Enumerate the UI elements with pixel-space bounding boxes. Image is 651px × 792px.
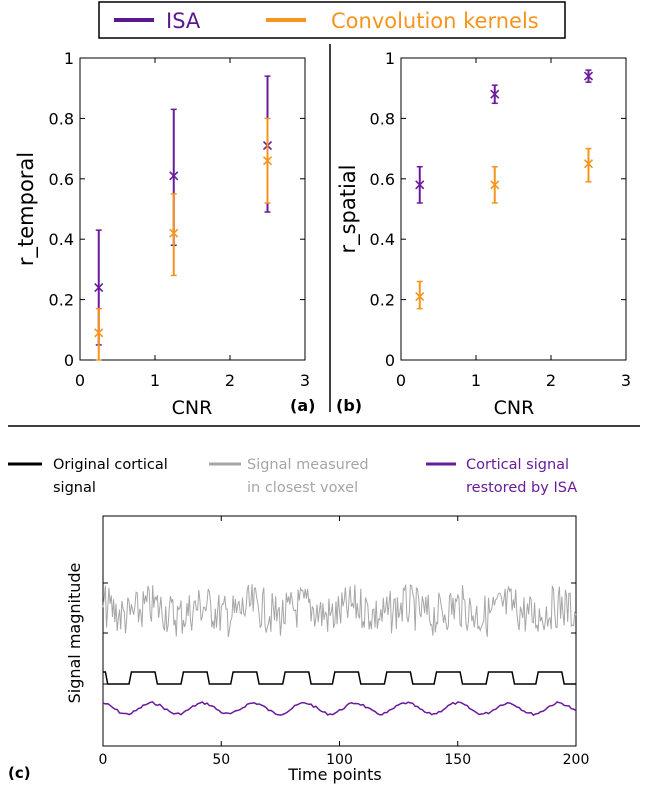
data-point-isa — [415, 180, 425, 190]
panel-b-x-tick-label: 0 — [396, 371, 406, 390]
data-point-mark — [415, 180, 425, 190]
panel-a-y-tick-label: 0.8 — [49, 109, 74, 128]
panel-b-marks — [415, 69, 594, 310]
legend-measured-label-2: in closest voxel — [247, 480, 358, 496]
panel-a-y-tick-label: 0 — [64, 351, 74, 370]
legend-bottom: Original cortical signal Signal measured… — [8, 457, 577, 496]
panel-c-x-tick-label: 100 — [326, 752, 353, 768]
panel-b-y-tick-label: 0 — [385, 351, 395, 370]
panel-a-y-tick-label: 1 — [64, 49, 74, 68]
panel-c-x-tick-label: 50 — [212, 752, 230, 768]
panel-c-x-label: Time points — [287, 765, 381, 784]
data-point-conv — [262, 156, 273, 166]
panel-b-y-axis: 0 0.2 0.4 0.6 0.8 1 — [370, 49, 626, 370]
data-point-mark — [262, 156, 273, 166]
data-point-conv — [94, 328, 104, 338]
panel-b-y-tick-label: 0.8 — [370, 109, 395, 128]
legend-original-label-2: signal — [53, 480, 96, 496]
panel-a-y-label: r_temporal — [14, 152, 39, 266]
panel-c-y-label: Signal magnitude — [65, 563, 84, 704]
data-point-mark — [583, 71, 594, 81]
series-original-line — [103, 671, 576, 685]
panel-b-x-tick-label: 2 — [546, 371, 556, 390]
panel-b-y-tick-label: 0.4 — [370, 230, 395, 249]
panel-b-y-label: r_spatial — [336, 164, 361, 253]
panel-c-frame — [102, 515, 577, 747]
data-point-mark — [169, 171, 179, 181]
panel-a-x-axis: 0 1 2 3 — [75, 58, 310, 390]
data-point-conv — [490, 180, 500, 190]
panel-b-x-tick-label: 1 — [471, 371, 481, 390]
panel-b-tag: (b) — [336, 396, 362, 415]
panel-c-tag: (c) — [8, 764, 31, 782]
panel-a-x-tick-label: 2 — [225, 371, 235, 390]
chart-panel-b: 0 0.2 0.4 0.6 0.8 1 0 1 2 3 r_spatial CNR (b) — [336, 49, 631, 419]
chart-panel-c: 0 50 100 150 200 Signal magnitude Time point… — [8, 515, 590, 784]
data-point-conv — [169, 228, 179, 238]
panel-a-y-tick-label: 0.6 — [49, 170, 74, 189]
data-point-conv — [415, 292, 425, 302]
legend-isa-label: ISA — [166, 9, 201, 33]
legend-conv-label: Convolution kernels — [331, 9, 539, 33]
panel-c-x-tick-label: 200 — [563, 752, 590, 768]
data-point-isa — [94, 282, 104, 293]
panel-a-marks — [94, 75, 273, 361]
panel-b-x-tick-label: 3 — [621, 371, 631, 390]
panel-a-tag: (a) — [290, 396, 315, 415]
legend-restored-label-2: restored by ISA — [466, 480, 577, 496]
data-point-isa — [169, 171, 179, 181]
panel-c-x-tick-label: 0 — [99, 752, 108, 768]
data-point-isa — [583, 71, 594, 81]
panel-c-x-tick-label: 150 — [444, 752, 471, 768]
legend-top-frame — [98, 1, 566, 39]
data-point-mark — [415, 292, 425, 302]
data-point-mark — [583, 159, 594, 169]
panel-b-x-label: CNR — [494, 397, 535, 419]
legend-measured-label-1: Signal measured — [247, 457, 369, 473]
panel-a-y-tick-label: 0.4 — [49, 230, 74, 249]
data-point-isa — [490, 89, 500, 99]
series-measured-line — [102, 584, 577, 638]
panel-a-y-axis: 0 0.2 0.4 0.6 0.8 1 — [49, 49, 305, 370]
data-point-mark — [490, 89, 500, 99]
legend-original-label-1: Original cortical — [53, 457, 168, 473]
panel-a-x-tick-label: 3 — [300, 371, 310, 390]
legend-restored-label-1: Cortical signal — [466, 457, 569, 473]
data-point-mark — [169, 228, 179, 238]
data-point-mark — [94, 282, 104, 293]
data-point-conv — [583, 159, 594, 169]
legend-top: ISA Convolution kernels — [98, 1, 566, 39]
panel-c-x-axis: 0 50 100 150 200 — [99, 516, 590, 768]
panel-b-y-tick-label: 0.2 — [370, 291, 395, 310]
data-point-mark — [490, 180, 500, 190]
panel-b-y-tick-label: 0.6 — [370, 170, 395, 189]
panel-b-x-axis: 0 1 2 3 — [396, 58, 631, 390]
data-point-mark — [94, 328, 104, 338]
series-restored-line — [102, 701, 577, 717]
panel-a-x-label: CNR — [172, 397, 213, 419]
panel-a-frame — [79, 57, 306, 361]
chart-panel-a: 0 0.2 0.4 0.6 0.8 1 0 1 2 3 r_temporal CNR (a) — [14, 49, 315, 419]
panel-b-y-tick-label: 1 — [385, 49, 395, 68]
panel-a-x-tick-label: 1 — [150, 371, 160, 390]
panel-a-x-tick-label: 0 — [75, 371, 85, 390]
panel-c-marks — [102, 584, 577, 717]
panel-a-y-tick-label: 0.2 — [49, 291, 74, 310]
panel-b-frame — [400, 57, 627, 361]
